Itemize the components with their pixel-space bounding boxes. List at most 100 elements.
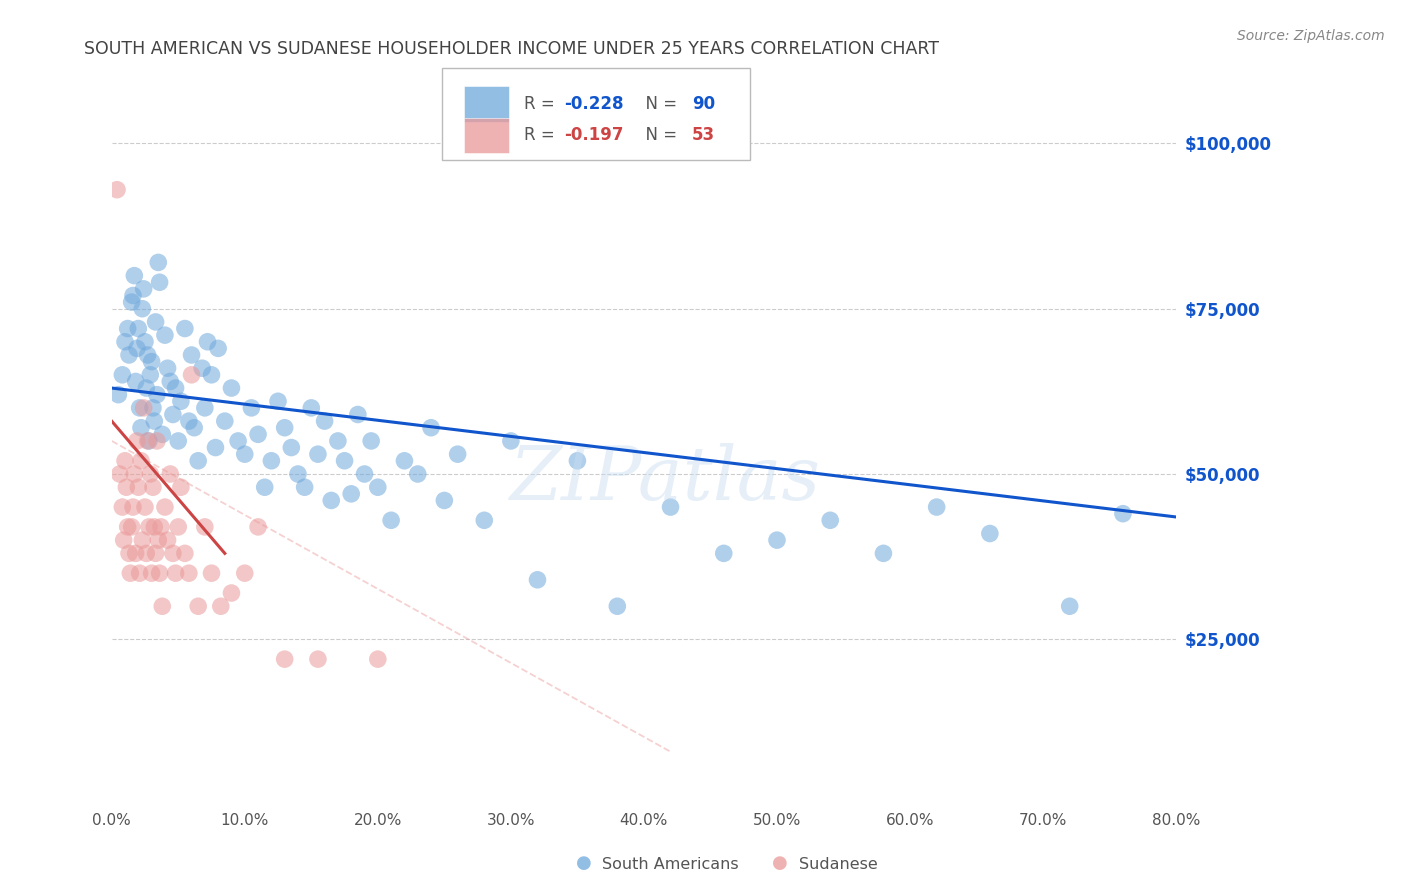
Point	[380, 513, 402, 527]
Point	[149, 566, 172, 581]
Point	[138, 520, 160, 534]
Point	[173, 546, 195, 560]
Point	[111, 368, 134, 382]
Point	[127, 480, 149, 494]
Point	[221, 586, 243, 600]
Point	[129, 454, 152, 468]
Point	[124, 268, 146, 283]
Point	[273, 421, 295, 435]
Point	[818, 513, 841, 527]
Point	[150, 427, 173, 442]
Point	[307, 447, 329, 461]
Point	[209, 599, 232, 614]
Point	[180, 348, 202, 362]
Point	[253, 480, 276, 494]
Point	[233, 447, 256, 461]
Point	[406, 467, 429, 481]
Point	[204, 441, 226, 455]
Point	[153, 500, 176, 514]
Point	[125, 434, 148, 448]
Point	[766, 533, 789, 548]
Point	[141, 354, 163, 368]
Point	[177, 566, 200, 581]
Point	[165, 566, 187, 581]
Text: N =: N =	[636, 127, 683, 145]
Point	[1112, 507, 1135, 521]
Point	[118, 348, 141, 362]
Point	[321, 493, 343, 508]
Point	[148, 255, 170, 269]
Point	[299, 401, 322, 415]
Point	[159, 467, 181, 481]
Point	[183, 421, 205, 435]
Point	[111, 500, 134, 514]
Point	[136, 434, 159, 448]
Point	[135, 546, 157, 560]
Point	[114, 454, 136, 468]
Text: R =: R =	[523, 127, 560, 145]
Point	[326, 434, 349, 448]
Point	[360, 434, 382, 448]
Point	[112, 533, 135, 548]
Point	[433, 493, 456, 508]
FancyBboxPatch shape	[441, 68, 751, 161]
Point	[167, 520, 190, 534]
Point	[333, 454, 356, 468]
Point	[314, 414, 336, 428]
Point	[143, 414, 166, 428]
Point	[280, 441, 302, 455]
Text: 90: 90	[692, 95, 716, 112]
Point	[121, 520, 143, 534]
Point	[240, 401, 263, 415]
Point	[117, 520, 139, 534]
Text: Sudanese: Sudanese	[799, 857, 877, 872]
Point	[247, 427, 270, 442]
Point	[156, 533, 179, 548]
Point	[446, 447, 468, 461]
Point	[134, 334, 156, 349]
Text: ●: ●	[575, 855, 592, 872]
Text: R =: R =	[523, 95, 560, 112]
Point	[117, 321, 139, 335]
Point	[120, 566, 142, 581]
Point	[872, 546, 894, 560]
Point	[124, 375, 146, 389]
Point	[138, 434, 160, 448]
Point	[177, 414, 200, 428]
Point	[170, 394, 193, 409]
Point	[139, 368, 162, 382]
Point	[156, 361, 179, 376]
Point	[145, 546, 167, 560]
Point	[194, 401, 217, 415]
Point	[526, 573, 548, 587]
Point	[200, 566, 222, 581]
Point	[394, 454, 416, 468]
Text: Source: ZipAtlas.com: Source: ZipAtlas.com	[1237, 29, 1385, 43]
Point	[141, 566, 163, 581]
Point	[131, 301, 153, 316]
Point	[925, 500, 948, 514]
Point	[143, 520, 166, 534]
Point	[150, 599, 173, 614]
Point	[124, 467, 146, 481]
Point	[979, 526, 1001, 541]
Point	[148, 533, 170, 548]
Point	[167, 434, 190, 448]
Point	[142, 401, 165, 415]
Point	[187, 599, 209, 614]
Point	[108, 467, 131, 481]
Point	[367, 480, 389, 494]
Point	[124, 546, 146, 560]
Point	[307, 652, 329, 666]
Point	[159, 375, 181, 389]
Point	[191, 361, 214, 376]
Point	[136, 348, 159, 362]
Point	[131, 533, 153, 548]
Point	[499, 434, 522, 448]
Point	[340, 487, 363, 501]
Text: -0.197: -0.197	[564, 127, 624, 145]
Point	[659, 500, 682, 514]
Point	[353, 467, 375, 481]
Point	[200, 368, 222, 382]
Point	[107, 387, 129, 401]
